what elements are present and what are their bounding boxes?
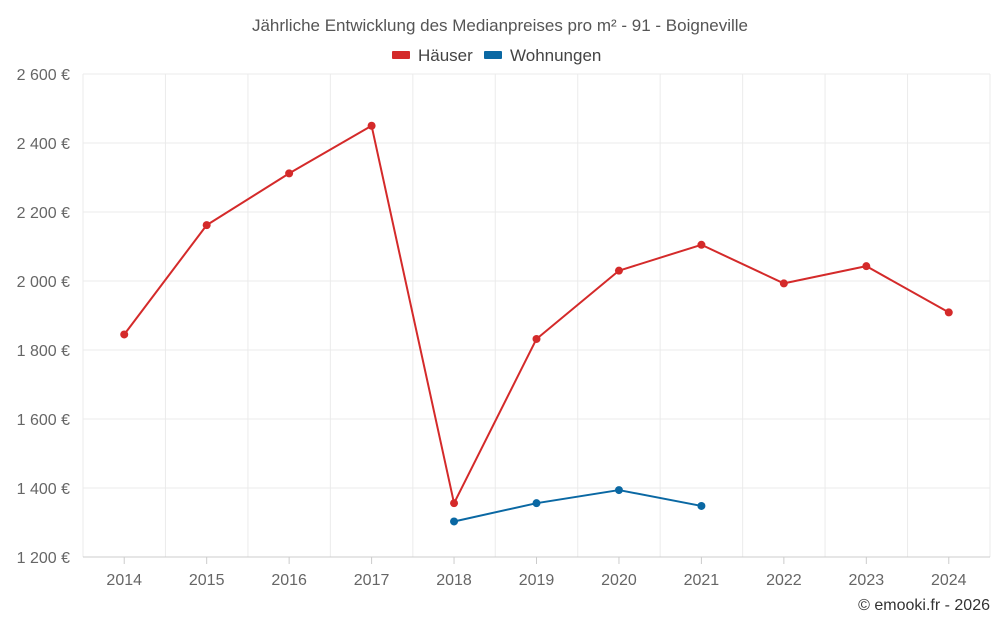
y-tick-label: 1 600 €	[17, 412, 70, 429]
x-tick-label: 2024	[931, 572, 967, 589]
data-point-haeuser[interactable]	[697, 240, 706, 249]
legend-label-haeuser[interactable]: Häuser	[418, 46, 473, 65]
x-tick-label: 2018	[436, 572, 472, 589]
x-tick-label: 2022	[766, 572, 802, 589]
data-point-haeuser[interactable]	[450, 499, 459, 508]
y-tick-label: 2 600 €	[17, 67, 70, 84]
y-tick-label: 2 000 €	[17, 274, 70, 291]
x-tick-label: 2019	[519, 572, 555, 589]
legend: Häuser Wohnungen	[392, 46, 601, 65]
data-point-haeuser[interactable]	[779, 279, 788, 288]
x-tick-label: 2021	[684, 572, 720, 589]
y-tick-label: 1 800 €	[17, 343, 70, 360]
data-point-wohnungen[interactable]	[532, 499, 541, 508]
y-axis: 1 200 € 1 400 € 1 600 € 1 800 € 2 000 € 2 200…	[17, 67, 70, 567]
legend-swatch-haeuser	[392, 51, 410, 59]
data-point-haeuser[interactable]	[367, 121, 376, 130]
x-tick-label: 2015	[189, 572, 225, 589]
data-point-haeuser[interactable]	[202, 221, 211, 230]
chart-title: Jährliche Entwicklung des Medianpreises …	[252, 16, 748, 35]
data-point-wohnungen[interactable]	[614, 486, 623, 495]
gridlines	[82, 73, 991, 558]
x-tick-label: 2020	[601, 572, 637, 589]
series-group	[120, 121, 953, 526]
x-axis: 2014 2015 2016 2017 2018 2019 2020 2021 2022 2023…	[83, 556, 990, 589]
legend-swatch-wohnungen	[484, 51, 502, 59]
legend-label-wohnungen[interactable]: Wohnungen	[510, 46, 601, 65]
x-tick-label: 2017	[354, 572, 390, 589]
data-point-wohnungen[interactable]	[450, 517, 459, 526]
x-tick-label: 2014	[106, 572, 142, 589]
y-tick-label: 1 200 €	[17, 550, 70, 567]
data-point-haeuser[interactable]	[120, 330, 129, 339]
x-tick-label: 2023	[849, 572, 885, 589]
y-tick-label: 1 400 €	[17, 481, 70, 498]
x-tick-label: 2016	[271, 572, 307, 589]
data-point-haeuser[interactable]	[944, 308, 953, 317]
data-point-haeuser[interactable]	[285, 169, 294, 178]
data-point-wohnungen[interactable]	[697, 501, 706, 510]
series-line-wohnungen	[453, 489, 702, 523]
data-point-haeuser[interactable]	[614, 266, 623, 275]
y-tick-label: 2 400 €	[17, 136, 70, 153]
data-point-haeuser[interactable]	[532, 334, 541, 343]
data-point-haeuser[interactable]	[862, 262, 871, 271]
y-tick-label: 2 200 €	[17, 205, 70, 222]
credit-text: © emooki.fr - 2026	[858, 597, 990, 614]
